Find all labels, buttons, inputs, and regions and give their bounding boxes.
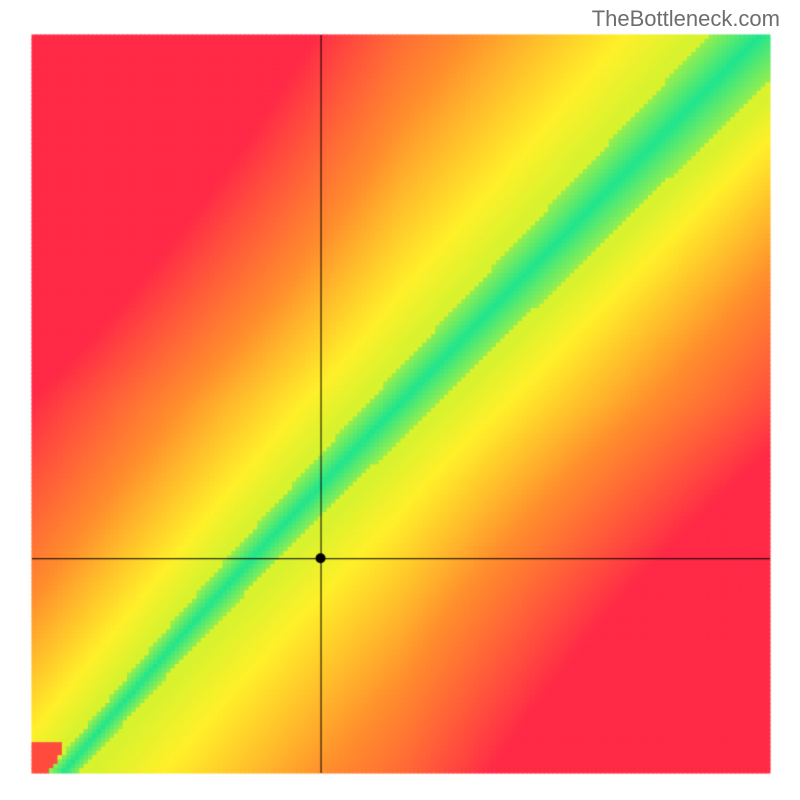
watermark-text: TheBottleneck.com (592, 6, 780, 32)
heatmap-canvas (0, 0, 800, 800)
chart-container: TheBottleneck.com (0, 0, 800, 800)
